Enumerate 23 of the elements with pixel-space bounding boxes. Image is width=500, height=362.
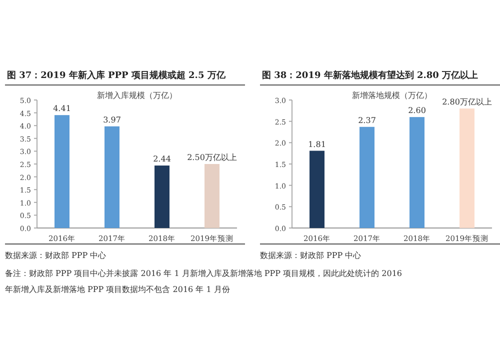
source-note: 数据来源：财政部 PPP 中心 <box>5 251 106 260</box>
bar <box>154 166 170 228</box>
chart-title: 图 37：2019 年新入库 PPP 项目规模或超 2.5 万亿 <box>7 70 226 81</box>
data-label: 3.97 <box>103 115 121 124</box>
chart-subtitle: 新增入库规模（万亿） <box>97 91 177 100</box>
data-label: 1.81 <box>308 140 326 149</box>
chart-subtitle: 新增落地规模（万亿） <box>352 91 432 100</box>
bar <box>310 150 324 228</box>
data-label: 2.60 <box>408 106 426 116</box>
bar <box>410 117 424 228</box>
data-label: 2.80万亿以上 <box>442 98 492 107</box>
data-label: 2.37 <box>358 116 376 125</box>
bar <box>204 164 220 228</box>
source-note: 数据来源：财政部 PPP 中心 <box>260 251 362 260</box>
bar <box>54 115 70 228</box>
bar <box>460 108 474 228</box>
data-label: 4.41 <box>53 104 71 114</box>
chart-title: 图 38：2019 年新落地规模有望达到 2.80 万亿以上 <box>262 70 478 81</box>
data-label: 2.50万亿以上 <box>187 153 237 162</box>
text: 备注：财政部 PPP 项目中心并未披露 2016 年 1 月新增入库及新增落地 PPP 项目规模，因此此处统计的 2016 年新增入库及新增落地 PPP 项目数据均不包含 2016 年 1 月份 <box>5 269 405 294</box>
bar <box>360 126 374 228</box>
bar <box>104 126 120 228</box>
data-label: 2.44 <box>153 154 171 164</box>
